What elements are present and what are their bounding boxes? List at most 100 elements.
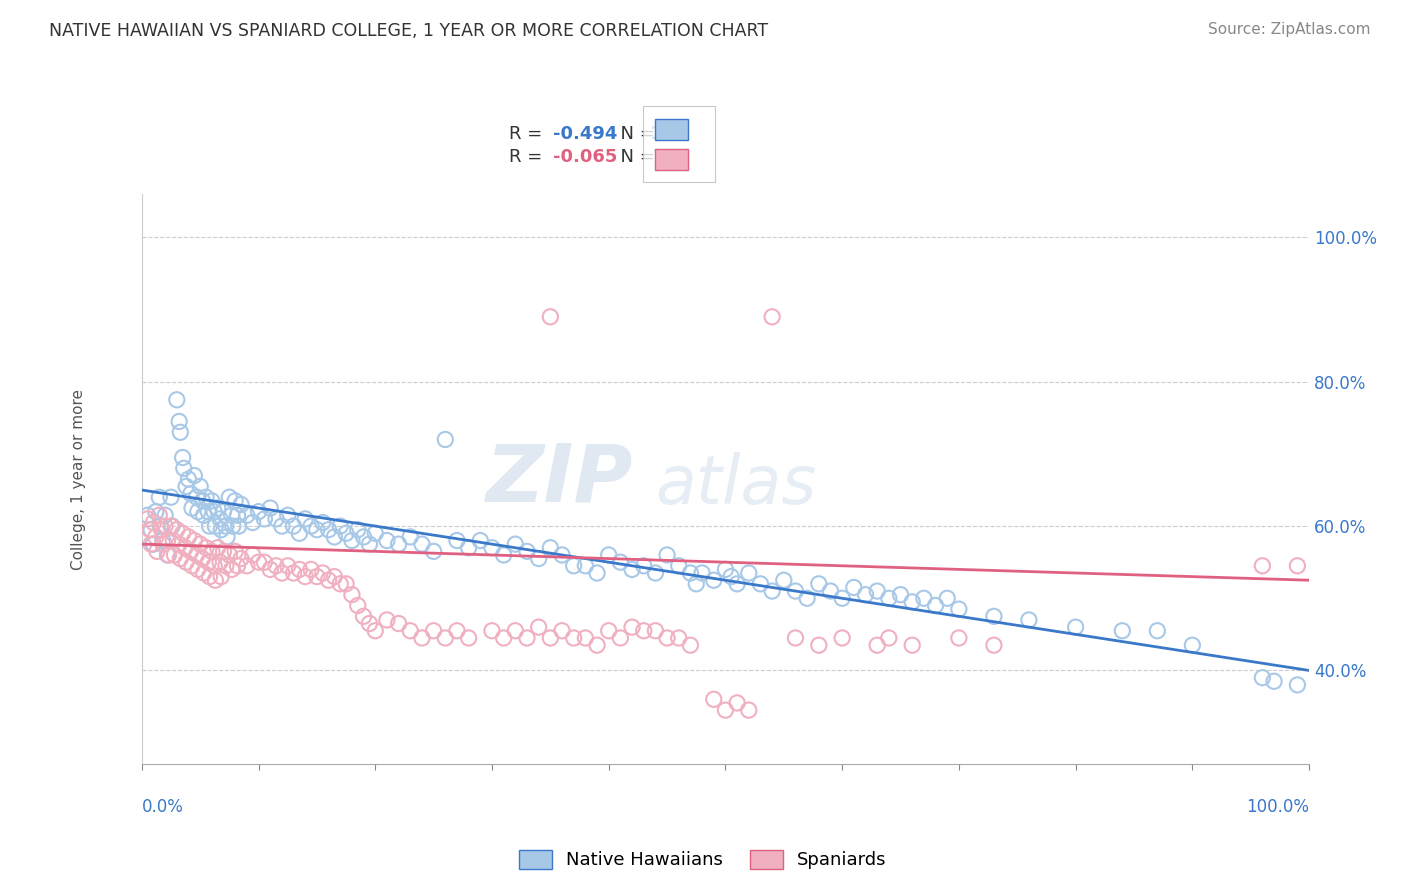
Point xyxy=(855,588,877,602)
Point xyxy=(204,573,226,587)
Point xyxy=(218,490,240,504)
Point xyxy=(201,544,224,558)
Point xyxy=(228,519,250,533)
Text: 100.0%: 100.0% xyxy=(1246,798,1309,816)
Point xyxy=(761,310,783,324)
Text: 115: 115 xyxy=(650,125,688,144)
Point xyxy=(457,541,479,555)
Text: 74: 74 xyxy=(652,148,678,166)
Point xyxy=(187,562,209,576)
Point xyxy=(399,530,422,544)
Point xyxy=(174,541,197,555)
Point xyxy=(340,588,363,602)
Point xyxy=(983,638,1005,652)
Point xyxy=(538,310,561,324)
Point xyxy=(609,555,631,569)
Point xyxy=(609,631,631,645)
Point xyxy=(253,555,276,569)
Point xyxy=(207,541,229,555)
Point xyxy=(222,519,245,533)
Point xyxy=(807,638,830,652)
Point xyxy=(842,581,865,595)
Point xyxy=(215,558,238,573)
Point xyxy=(153,519,176,533)
Point xyxy=(411,631,433,645)
Point xyxy=(562,558,585,573)
Point xyxy=(446,624,468,638)
Point xyxy=(353,609,375,624)
Point xyxy=(198,519,221,533)
Point xyxy=(145,505,167,519)
Point xyxy=(889,588,911,602)
Point xyxy=(139,523,162,537)
Point xyxy=(492,548,515,562)
Point xyxy=(193,566,215,580)
Point xyxy=(364,624,387,638)
Point xyxy=(538,631,561,645)
Point xyxy=(901,638,924,652)
Point xyxy=(226,558,249,573)
Point xyxy=(197,505,219,519)
Point xyxy=(136,508,159,523)
Point xyxy=(574,558,596,573)
Point xyxy=(644,566,666,580)
Point xyxy=(877,631,900,645)
Point xyxy=(690,566,713,580)
Point xyxy=(180,486,202,500)
Text: 0.0%: 0.0% xyxy=(142,798,184,816)
Y-axis label: College, 1 year or more: College, 1 year or more xyxy=(72,389,86,570)
Point xyxy=(148,490,170,504)
Point xyxy=(162,533,184,548)
Point xyxy=(259,562,281,576)
Point xyxy=(270,519,292,533)
Point xyxy=(422,624,444,638)
Point xyxy=(156,548,179,562)
Point xyxy=(633,558,655,573)
Point xyxy=(1018,613,1040,627)
Point xyxy=(505,624,527,638)
Point xyxy=(312,516,335,530)
Point xyxy=(152,533,174,548)
Point xyxy=(195,541,218,555)
Point xyxy=(353,530,375,544)
Point xyxy=(1251,558,1274,573)
Point xyxy=(621,562,644,576)
Point xyxy=(242,548,264,562)
Point xyxy=(221,562,243,576)
Point xyxy=(434,631,457,645)
Point xyxy=(167,414,190,428)
Point xyxy=(668,558,690,573)
Point xyxy=(323,569,346,583)
Point xyxy=(685,577,707,591)
Point xyxy=(218,548,240,562)
Point xyxy=(714,703,737,717)
Point xyxy=(299,519,322,533)
Point xyxy=(188,537,211,551)
Point xyxy=(312,566,335,580)
Point xyxy=(375,533,398,548)
Point xyxy=(527,551,550,566)
Point xyxy=(725,696,748,710)
Point xyxy=(725,577,748,591)
Point xyxy=(785,584,807,599)
Point xyxy=(264,512,287,526)
Point xyxy=(188,479,211,493)
Point xyxy=(679,638,702,652)
Point xyxy=(157,548,180,562)
Point xyxy=(191,493,214,508)
Point xyxy=(215,530,238,544)
Point xyxy=(247,505,270,519)
Point xyxy=(586,566,609,580)
Point xyxy=(201,493,224,508)
Point xyxy=(229,498,252,512)
Point xyxy=(181,501,204,516)
Point xyxy=(703,573,725,587)
Point xyxy=(187,505,209,519)
Point xyxy=(212,505,235,519)
Point xyxy=(193,508,215,523)
Point xyxy=(655,548,678,562)
Point xyxy=(160,490,183,504)
Point xyxy=(411,537,433,551)
Point xyxy=(224,544,246,558)
Point xyxy=(145,530,167,544)
